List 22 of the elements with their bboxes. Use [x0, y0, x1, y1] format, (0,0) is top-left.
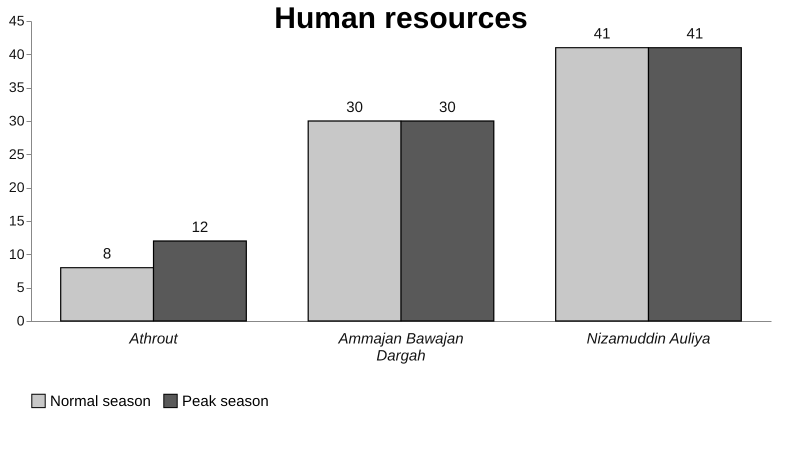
data-label: 30: [439, 99, 456, 116]
y-tick-label: 15: [8, 212, 25, 228]
y-tick-label: 45: [8, 12, 25, 28]
y-tick-label: 20: [8, 179, 25, 196]
y-tick-label: 40: [8, 46, 25, 62]
y-tick-label: 30: [8, 112, 25, 128]
y-tick-label: 5: [16, 279, 25, 296]
y-tick-label: 0: [16, 312, 25, 328]
y-tick-label: 25: [8, 146, 25, 162]
legend-label: Peak season: [182, 392, 269, 410]
y-tick-label: 10: [8, 246, 25, 262]
data-label: 8: [102, 246, 112, 263]
data-label: 12: [192, 219, 208, 236]
x-tick-label: Nizamuddin Auliya: [586, 330, 710, 348]
x-tick-label: Athrout: [128, 330, 179, 348]
legend-label: Normal season: [50, 392, 151, 410]
y-tick-label: 35: [8, 79, 25, 96]
data-label: 30: [346, 99, 363, 116]
x-tick-label: Ammajan Bawajan Dargah: [337, 330, 464, 364]
data-label: 41: [686, 26, 704, 43]
chart-title: Human resources: [274, 2, 528, 35]
data-label: 41: [594, 26, 610, 43]
